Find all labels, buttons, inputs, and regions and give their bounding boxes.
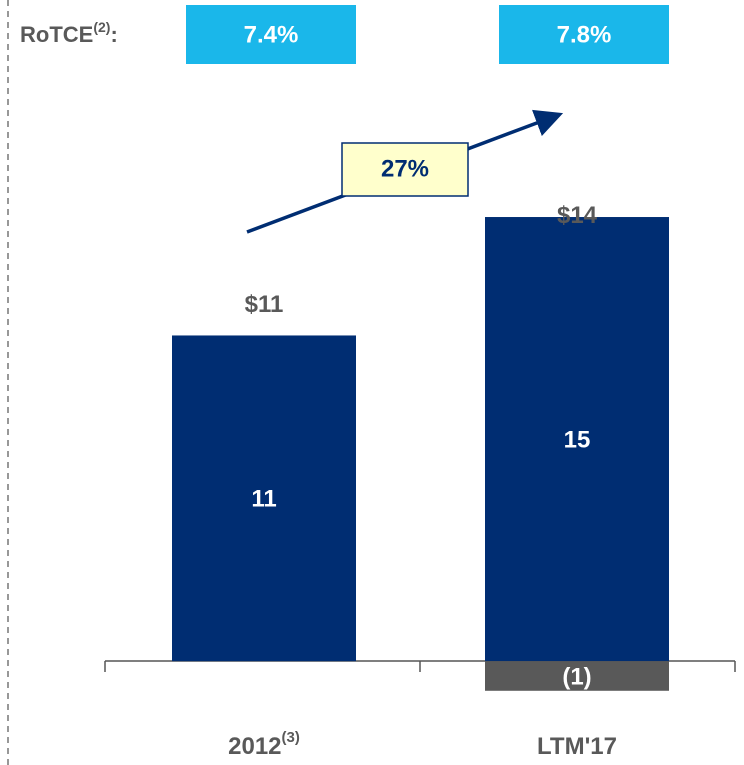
segment-label: 11 — [251, 486, 276, 513]
rotce-value: 7.4% — [244, 21, 299, 48]
annotation: 27% — [381, 155, 429, 182]
total-label: $14 — [557, 202, 598, 229]
segment-label: 15 — [564, 426, 591, 453]
bar-segment — [485, 661, 669, 691]
category-superscript: (3) — [282, 729, 300, 746]
total-label: $11 — [245, 291, 284, 318]
rotce-box — [186, 5, 356, 64]
bar-segment — [485, 217, 669, 662]
segment-label: (1) — [562, 663, 591, 690]
x-tick-label: LTM'17 — [537, 733, 617, 760]
annotation-box — [341, 142, 469, 197]
rotce-box — [499, 5, 669, 64]
x-tick-label: 2012(3) — [228, 729, 300, 760]
category-name: LTM'17 — [537, 733, 617, 760]
bar-segment — [172, 335, 356, 662]
rotce-label: RoTCE(2): — [20, 19, 118, 47]
rotce-value: 7.8% — [557, 21, 612, 48]
category-name: 2012 — [228, 733, 281, 760]
